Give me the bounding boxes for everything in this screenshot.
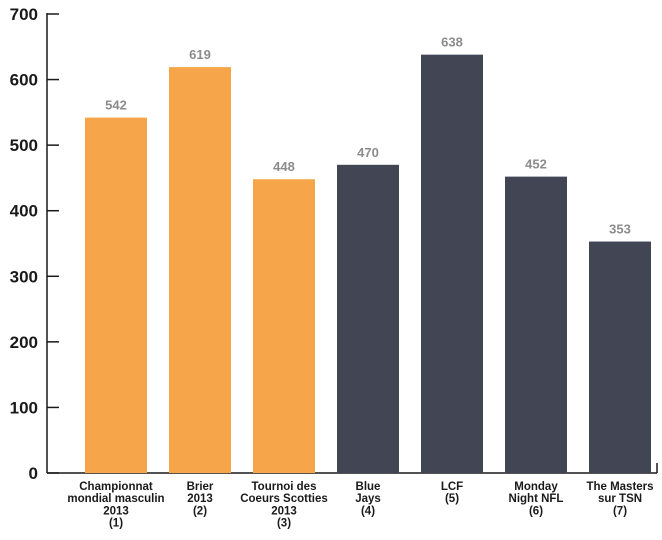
bar: [421, 54, 483, 473]
y-tick-label: 700: [10, 5, 38, 24]
category-label-line: 2013: [103, 505, 129, 517]
category-label: Blue Jays (4): [355, 481, 381, 517]
category-label-line: mondial masculin: [67, 493, 164, 505]
bar: [85, 117, 147, 474]
bar: [337, 164, 399, 474]
category-label: Monday Night NFL (6): [509, 481, 564, 517]
data-label: 353: [609, 222, 631, 237]
category-labels: Championnat mondial masculin 2013 (1)Brier 2…: [67, 481, 653, 530]
bar: [589, 241, 651, 473]
category-label: Tournoi des Coeurs Scotties 2013 (3): [240, 481, 328, 530]
category-label-line: (1): [109, 518, 123, 530]
data-label: 448: [273, 159, 295, 174]
y-tick-label: 500: [10, 136, 38, 155]
category-label-line: (4): [361, 505, 375, 517]
data-label: 542: [105, 98, 127, 113]
category-label-line: Tournoi des: [252, 481, 317, 493]
category-label-line: (5): [445, 493, 459, 505]
category-label: Brier 2013 (2): [187, 481, 214, 517]
data-label: 452: [525, 157, 547, 172]
category-label: LCF (5): [441, 481, 463, 505]
category-label-line: Jays: [355, 493, 381, 505]
category-label-line: 2013: [271, 505, 297, 517]
bar: [505, 176, 567, 474]
bar: [169, 67, 231, 473]
data-label: 638: [441, 35, 463, 50]
category-label-line: Blue: [356, 481, 381, 493]
category-label-line: (3): [277, 518, 291, 530]
y-tick-label: 300: [10, 267, 38, 286]
category-label: Championnat mondial masculin 2013 (1): [67, 481, 164, 530]
category-label-line: LCF: [441, 481, 463, 493]
category-label-line: sur TSN: [598, 493, 642, 505]
y-tick-label: 0: [29, 464, 38, 483]
y-tick-label: 200: [10, 333, 38, 352]
category-label-line: (6): [529, 505, 543, 517]
category-label-line: Night NFL: [509, 493, 564, 505]
category-label: The Masters sur TSN (7): [586, 481, 653, 517]
data-labels: 542 619 448 470 638 452 353: [105, 35, 631, 237]
category-label-line: Monday: [514, 481, 558, 493]
category-label-line: (2): [193, 505, 207, 517]
y-tick-label: 400: [10, 202, 38, 221]
category-label-line: Brier: [187, 481, 214, 493]
category-label-line: (7): [613, 505, 627, 517]
data-label: 619: [189, 47, 211, 62]
y-axis: 0 100 200 300 400 500 600 700: [10, 5, 59, 483]
category-label-line: The Masters: [586, 481, 653, 493]
bars: [85, 54, 651, 474]
data-label: 470: [357, 145, 379, 160]
category-label-line: Championnat: [79, 481, 153, 493]
bar: [253, 179, 315, 474]
category-label-line: 2013: [187, 493, 213, 505]
y-tick-label: 600: [10, 71, 38, 90]
category-label-line: Coeurs Scotties: [240, 493, 328, 505]
y-tick-label: 100: [10, 398, 38, 417]
